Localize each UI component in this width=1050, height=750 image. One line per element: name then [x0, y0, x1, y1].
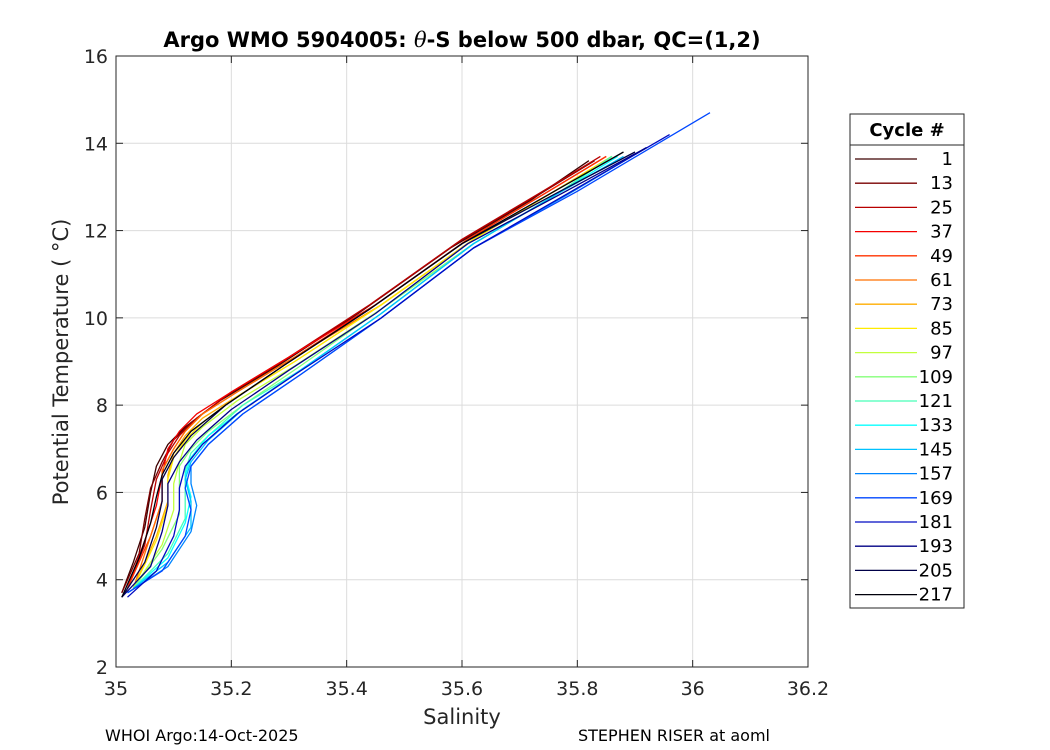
y-tick-label: 10 — [84, 308, 108, 330]
series-line-193 — [121, 147, 647, 598]
x-tick-label: 36.2 — [787, 678, 829, 700]
x-tick-label: 35 — [104, 678, 128, 700]
legend-label: 205 — [919, 560, 953, 581]
legend-label: 109 — [919, 367, 953, 388]
y-tick-label: 8 — [96, 395, 108, 417]
y-tick-label: 4 — [96, 570, 108, 592]
legend-label: 1 — [942, 149, 953, 170]
chart-title: Argo WMO 5904005: θ-S below 500 dbar, QC… — [163, 28, 760, 52]
legend-label: 133 — [919, 415, 953, 436]
x-tick-label: 35.6 — [441, 678, 483, 700]
x-tick-label: 36 — [681, 678, 705, 700]
title-prefix: Argo WMO 5904005: — [163, 28, 414, 52]
legend-label: 49 — [930, 246, 953, 267]
title-suffix: -S below 500 dbar, QC=(1,2) — [427, 28, 761, 52]
legend-label: 181 — [919, 512, 953, 533]
x-axis-label: Salinity — [423, 705, 501, 729]
legend-label: 217 — [919, 585, 953, 606]
plot-area: 35 35.2 35.4 35.6 35.8 36 36.2 2 4 6 8 10 12 14 16 — [84, 46, 829, 700]
x-tick-label: 35.4 — [326, 678, 368, 700]
legend-label: 145 — [919, 439, 953, 460]
y-tick-label: 16 — [84, 46, 108, 68]
legend-label: 121 — [919, 391, 953, 412]
legend-label: 157 — [919, 464, 953, 485]
y-axis-label: Potential Temperature ( °C) — [49, 219, 73, 506]
series-line-25 — [126, 155, 601, 589]
y-tick-label: 14 — [84, 133, 108, 155]
y-tick-label: 2 — [96, 657, 108, 679]
footer-source-date: WHOI Argo:14-Oct-2025 — [105, 726, 299, 745]
legend-label: 73 — [930, 294, 953, 315]
y-axis-ticks: 2 4 6 8 10 12 14 16 — [84, 46, 808, 679]
y-tick-label: 6 — [96, 482, 108, 504]
legend-box — [849, 113, 965, 609]
legend-label: 13 — [930, 173, 953, 194]
legend-label: 37 — [930, 222, 953, 243]
legend: Cycle # 1 13 25 37 49 61 73 85 97 109 121 133 145 157… — [849, 113, 965, 609]
footer-author: STEPHEN RISER at aoml — [578, 726, 770, 745]
x-tick-label: 35.2 — [210, 678, 252, 700]
title-theta: θ — [414, 28, 427, 52]
legend-label: 169 — [919, 488, 953, 509]
legend-label: 97 — [930, 343, 953, 364]
x-axis-ticks: 35 35.2 35.4 35.6 35.8 36 36.2 — [104, 56, 829, 700]
legend-label: 193 — [919, 536, 953, 557]
legend-items: 1 13 25 37 49 61 73 85 97 109 121 133 145 157 169 181 19… — [855, 149, 953, 606]
series-lines — [121, 112, 711, 598]
series-line-217 — [121, 151, 624, 598]
x-tick-label: 35.8 — [556, 678, 598, 700]
y-tick-label: 12 — [84, 221, 108, 243]
legend-label: 61 — [930, 270, 953, 291]
legend-title: Cycle # — [869, 120, 944, 141]
series-line-181 — [127, 134, 670, 598]
legend-label: 85 — [930, 318, 953, 339]
legend-label: 25 — [930, 197, 953, 218]
